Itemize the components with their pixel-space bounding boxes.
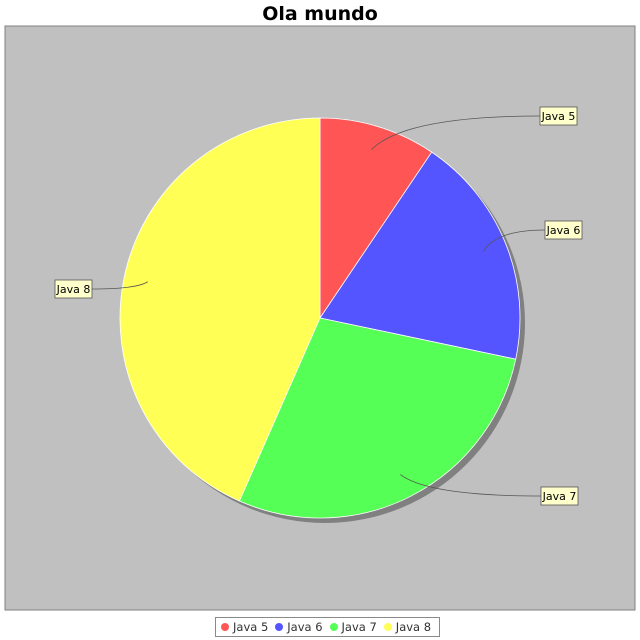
slice-label-java-7: Java 7 [542,490,577,503]
chart-title: Ola mundo [262,3,378,25]
legend-item-java-6: Java 6 [275,620,325,634]
label-box-java-6 [544,220,583,240]
slice-label-java-5: Java 5 [541,110,576,123]
pie-labels-layer: Java 5 Java 6 Java 7 Java 8 [54,106,583,506]
pie-slices-layer [119,117,521,519]
leader-line-java-6 [482,229,546,253]
slice-label-java-6: Java 6 [546,224,581,237]
pie-slice-java-8[interactable] [119,117,321,502]
label-box-java-5 [539,106,578,126]
legend-item-java-8: Java 8 [383,620,434,634]
legend-swatch-java-7 [329,623,338,631]
legend-item-java-5: Java 5 [221,620,271,634]
legend: Java 5 Java 6 Java 7 Java 8 [215,617,441,637]
legend-swatch-java-5 [221,623,229,631]
legend-label-java-6: Java 6 [287,620,323,634]
legend-item-java-7: Java 7 [329,620,380,634]
legend-label-java-5: Java 5 [233,620,269,634]
legend-label-java-7: Java 7 [341,620,377,634]
leader-line-java-8 [91,281,148,290]
label-box-java-8 [54,279,93,299]
legend-swatch-java-6 [275,623,284,631]
legend-swatch-java-8 [383,623,392,631]
pie-slice-java-6[interactable] [319,151,521,360]
pie-slice-java-5[interactable] [319,117,433,320]
leader-line-java-5 [371,115,541,150]
legend-label-java-8: Java 8 [395,620,432,634]
slice-label-java-8: Java 8 [56,283,91,296]
leader-line-java-7 [400,474,542,497]
pie-slice-java-7[interactable] [238,317,517,519]
label-box-java-7 [540,486,579,506]
